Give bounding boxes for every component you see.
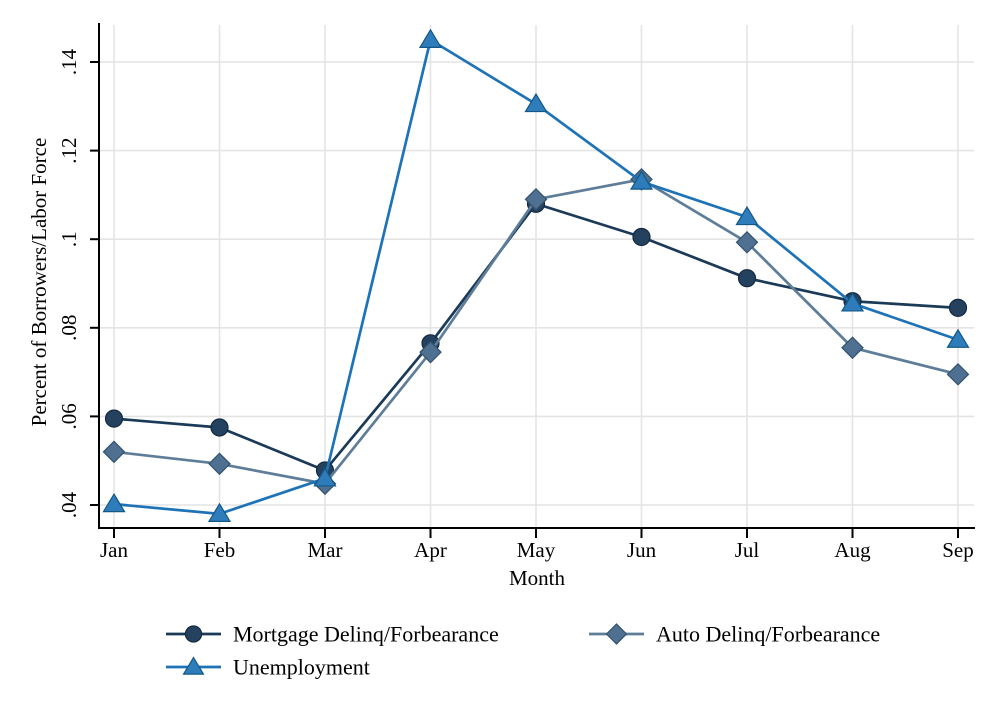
y-tick-label: .1 xyxy=(57,231,81,247)
y-tick-label: .06 xyxy=(57,403,81,429)
data-point-marker xyxy=(737,269,757,288)
x-tick-label: Sep xyxy=(942,538,974,562)
data-point-marker xyxy=(629,170,654,190)
gridlines xyxy=(99,25,974,528)
data-point-marker xyxy=(632,227,651,247)
legend-label: Auto Delinq/Forbearance xyxy=(656,622,880,647)
y-tick-label: .08 xyxy=(57,315,81,341)
data-point-marker xyxy=(946,328,970,348)
legend-item: Unemployment xyxy=(166,655,370,680)
tick-labels: .04 .06 .08 .1 .12 .14 Jan Feb Mar Apr May Jun Jul Au… xyxy=(57,48,974,562)
x-tick-label: Jun xyxy=(627,538,657,562)
data-series xyxy=(102,28,970,522)
data-point-marker xyxy=(946,362,970,386)
data-point-marker xyxy=(104,409,124,428)
data-point-marker xyxy=(210,418,229,437)
data-point-marker xyxy=(102,492,126,513)
legend-label: Mortgage Delinq/Forbearance xyxy=(233,622,499,647)
data-point-marker xyxy=(208,452,231,476)
legend-item: Mortgage Delinq/Forbearance xyxy=(166,622,499,647)
y-tick-label: .04 xyxy=(57,491,81,518)
x-tick-label: Jul xyxy=(735,538,760,562)
data-point-marker xyxy=(207,502,232,522)
x-tick-label: Apr xyxy=(414,538,447,562)
data-point-marker xyxy=(840,292,865,312)
x-axis-title: Month xyxy=(509,566,566,590)
legend-triangle-icon xyxy=(182,656,205,675)
y-tick-label: .14 xyxy=(57,48,81,75)
data-point-marker xyxy=(102,440,126,464)
data-point-marker xyxy=(948,298,968,317)
legend-item: Auto Delinq/Forbearance xyxy=(589,622,880,647)
x-tick-label: Feb xyxy=(204,538,236,562)
data-point-marker xyxy=(524,187,548,211)
data-point-marker xyxy=(735,205,759,226)
x-tick-label: Aug xyxy=(834,538,871,562)
legend-diamond-icon xyxy=(605,623,628,645)
data-point-marker xyxy=(735,230,759,254)
x-tick-label: Jan xyxy=(100,538,128,562)
y-tick-label: .12 xyxy=(57,137,81,163)
data-point-marker xyxy=(841,336,864,360)
data-point-marker xyxy=(313,467,337,487)
legend-circle-icon xyxy=(184,625,203,643)
legend-label: Unemployment xyxy=(233,655,370,680)
x-tick-label: May xyxy=(517,538,556,562)
x-tick-label: Mar xyxy=(308,538,343,562)
legend: Mortgage Delinq/Forbearance Auto Delinq/F… xyxy=(166,622,880,680)
data-point-marker xyxy=(419,340,442,364)
y-axis-title: Percent of Borrowers/Labor Force xyxy=(27,138,51,427)
axes xyxy=(90,23,975,538)
data-point-marker xyxy=(524,92,548,113)
data-point-marker xyxy=(418,28,443,48)
